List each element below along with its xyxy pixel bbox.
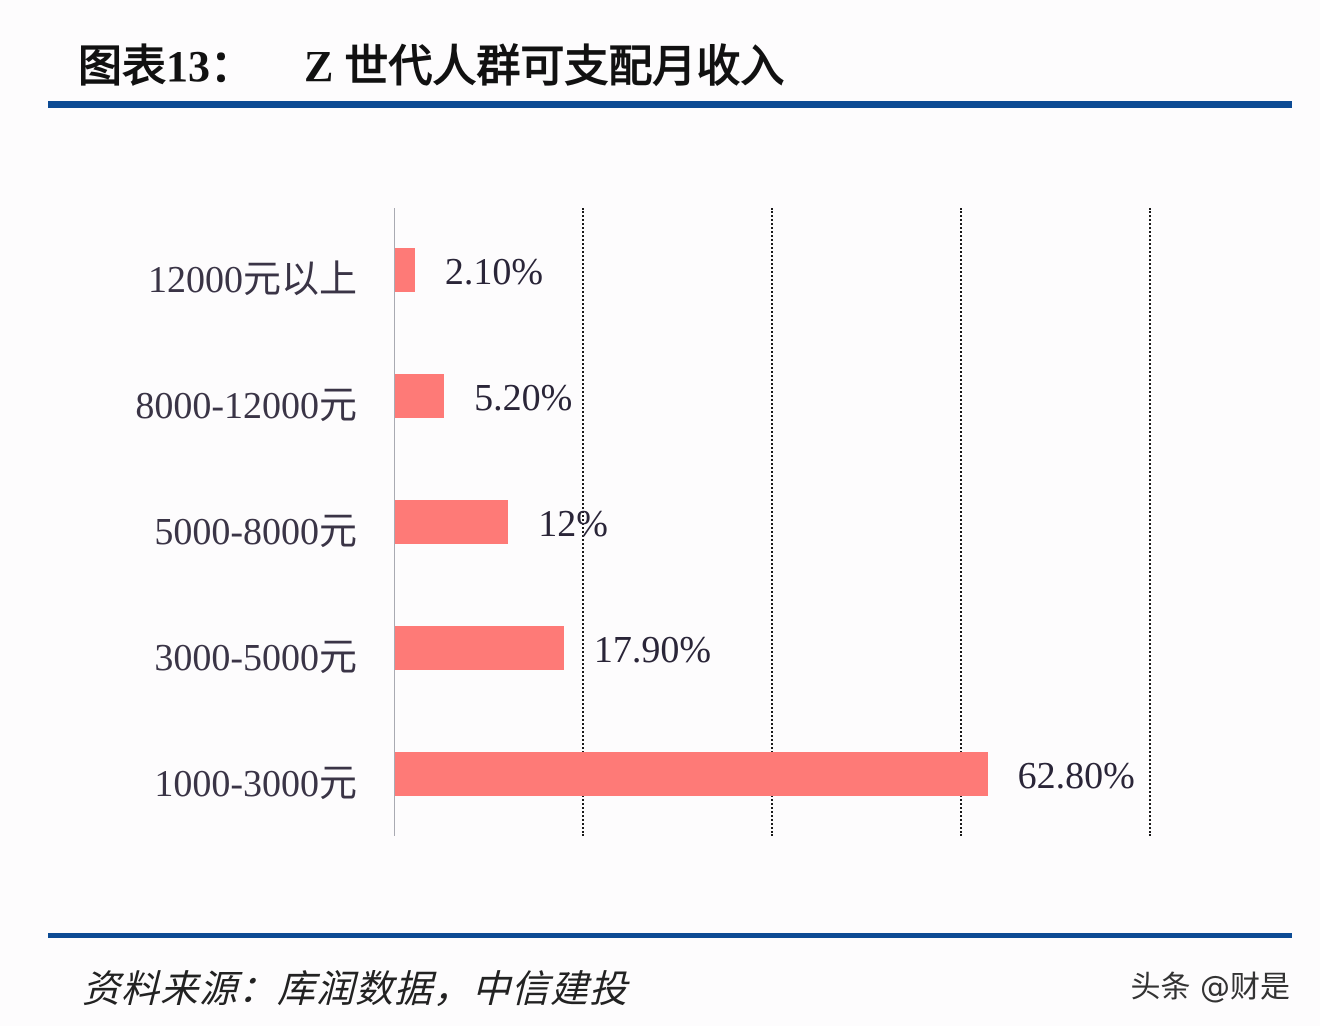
category-label: 5000-8000元 bbox=[154, 511, 357, 553]
bar bbox=[395, 248, 415, 292]
gridline-40 bbox=[771, 208, 773, 836]
bar bbox=[395, 752, 988, 796]
category-label: 12000元以上 bbox=[147, 259, 357, 301]
category-label: 1000-3000元 bbox=[154, 763, 357, 805]
y-axis-line bbox=[394, 208, 395, 836]
top-divider bbox=[48, 101, 1292, 108]
data-label: 17.90% bbox=[593, 629, 712, 671]
watermark: 头条 @财是 bbox=[1130, 970, 1290, 1005]
bottom-divider bbox=[48, 933, 1292, 938]
gridline-80 bbox=[1149, 208, 1151, 836]
bar bbox=[395, 626, 564, 670]
category-label: 8000-12000元 bbox=[135, 385, 357, 427]
figure-label: 图表13： bbox=[78, 42, 254, 91]
data-label: 62.80% bbox=[1017, 755, 1135, 797]
bar bbox=[395, 500, 509, 544]
data-label: 2.10% bbox=[444, 251, 543, 293]
gridline-20 bbox=[582, 208, 584, 836]
data-label: 12% bbox=[538, 503, 608, 545]
gridline-60 bbox=[960, 208, 962, 836]
source-note: 资料来源：库润数据，中信建投 bbox=[82, 967, 629, 1011]
figure-title: 图表13： Z 世代人群可支配月收入 bbox=[78, 30, 784, 94]
category-label: 3000-5000元 bbox=[154, 637, 357, 679]
data-label: 5.20% bbox=[474, 377, 573, 419]
bar bbox=[395, 374, 445, 418]
chart-title: Z 世代人群可支配月收入 bbox=[304, 42, 785, 91]
